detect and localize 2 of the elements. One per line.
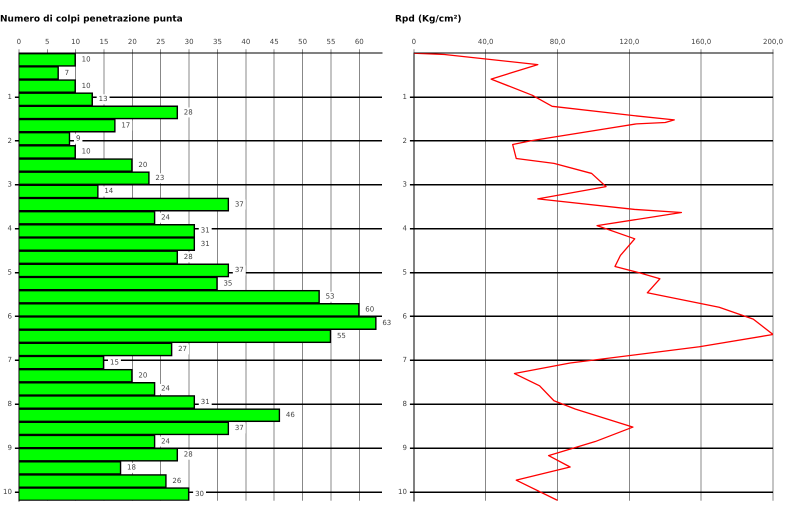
chart-title: Rpd (Kg/cm²) [395, 14, 462, 25]
chart-title: Numero di colpi penetrazione punta [0, 14, 183, 25]
